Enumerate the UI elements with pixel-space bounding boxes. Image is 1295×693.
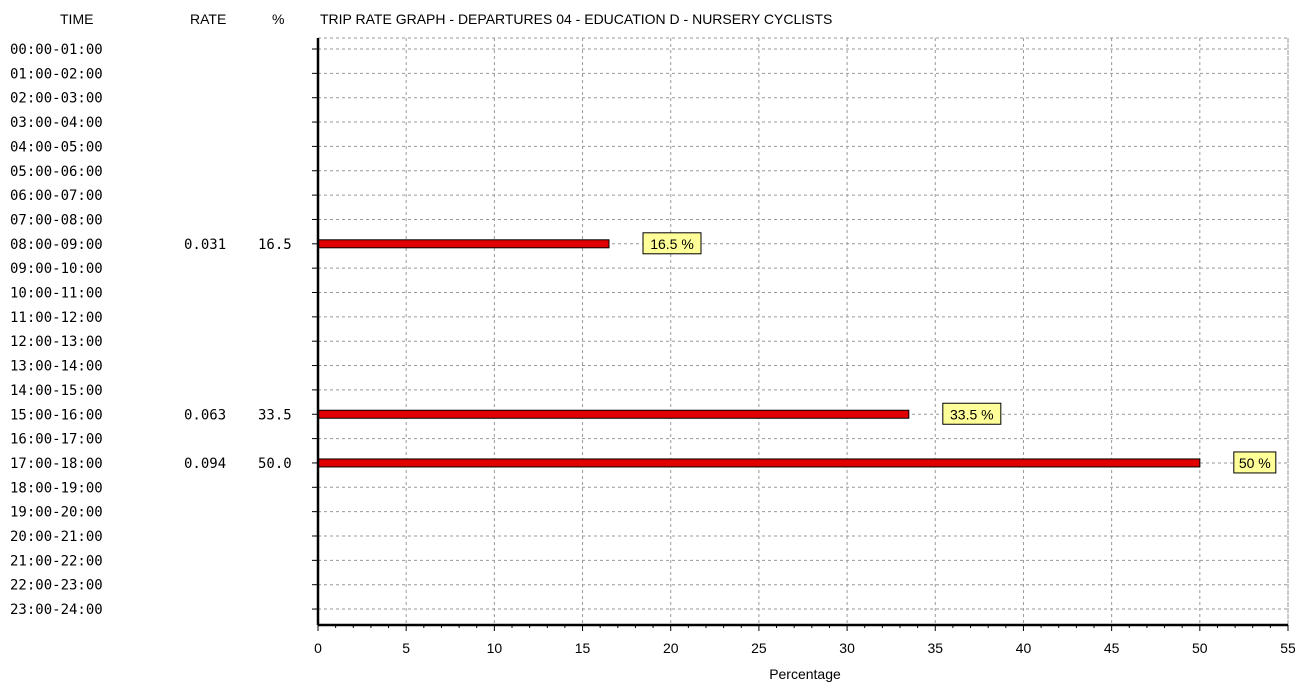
time-label: 16:00-17:00 (10, 432, 103, 448)
bar-annotation-label: 50 % (1239, 455, 1271, 471)
chart-axes: 0 5 10 15 20 25 30 35 40 45 50 55 (312, 38, 1295, 656)
bar-annotation-box (642, 232, 702, 255)
bar-annotation-box (942, 402, 1002, 425)
x-axis-label: Percentage (769, 666, 841, 682)
rate-value: 0.063 (184, 407, 226, 423)
time-label: 01:00-02:00 (10, 66, 103, 82)
bar (317, 409, 910, 419)
chart-title: TRIP RATE GRAPH - DEPARTURES 04 - EDUCAT… (320, 11, 832, 27)
time-rows: 00:00-01:00 01:00-02:00 02:00-03:00 03:00-0… (10, 42, 292, 618)
time-label: 06:00-07:00 (10, 188, 103, 204)
time-label: 09:00-10:00 (10, 261, 103, 277)
x-tick-label: 45 (1104, 640, 1120, 656)
percent-value: 33.5 (258, 407, 292, 423)
bar-annotation-label: 33.5 % (950, 406, 994, 422)
rate-value: 0.031 (184, 237, 226, 253)
x-tick-label: 50 (1192, 640, 1208, 656)
time-label: 18:00-19:00 (10, 480, 103, 496)
time-label: 13:00-14:00 (10, 359, 103, 375)
x-tick-label: 0 (314, 640, 322, 656)
x-tick-label: 20 (663, 640, 679, 656)
time-label: 22:00-23:00 (10, 578, 103, 594)
x-tick-label: 35 (927, 640, 943, 656)
bar (317, 239, 610, 249)
time-label: 07:00-08:00 (10, 212, 103, 228)
rate-value: 0.094 (184, 456, 226, 472)
percent-value: 50.0 (258, 456, 292, 472)
bar-annotation-label: 16.5 % (650, 236, 694, 252)
x-tick-label: 40 (1016, 640, 1032, 656)
time-label: 17:00-18:00 (10, 456, 103, 472)
x-tick-label: 5 (402, 640, 410, 656)
time-label: 12:00-13:00 (10, 334, 103, 350)
x-tick-label: 55 (1280, 640, 1295, 656)
x-tick-label: 30 (839, 640, 855, 656)
time-label: 20:00-21:00 (10, 529, 103, 545)
time-label: 11:00-12:00 (10, 310, 103, 326)
bar-series: 16.5 % 33.5 % 50 % (317, 232, 1277, 474)
time-label: 03:00-04:00 (10, 115, 103, 131)
time-label: 10:00-11:00 (10, 286, 103, 302)
percent-value: 16.5 (258, 237, 292, 253)
time-column-header: TIME (60, 11, 93, 27)
x-tick-label: 10 (487, 640, 503, 656)
percent-column-header: % (272, 11, 284, 27)
time-label: 02:00-03:00 (10, 91, 103, 107)
time-label: 19:00-20:00 (10, 505, 103, 521)
bar-annotation-box (1233, 451, 1277, 474)
time-label: 15:00-16:00 (10, 407, 103, 423)
rate-column-header: RATE (190, 11, 226, 27)
time-label: 08:00-09:00 (10, 237, 103, 253)
time-label: 14:00-15:00 (10, 383, 103, 399)
bar (317, 458, 1201, 468)
time-label: 21:00-22:00 (10, 553, 103, 569)
plot-area (317, 37, 1289, 626)
time-label: 23:00-24:00 (10, 602, 103, 618)
x-tick-label: 25 (751, 640, 767, 656)
chart-grid (317, 37, 1289, 626)
time-label: 05:00-06:00 (10, 164, 103, 180)
x-tick-label: 15 (575, 640, 591, 656)
time-label: 00:00-01:00 (10, 42, 103, 58)
time-label: 04:00-05:00 (10, 139, 103, 155)
